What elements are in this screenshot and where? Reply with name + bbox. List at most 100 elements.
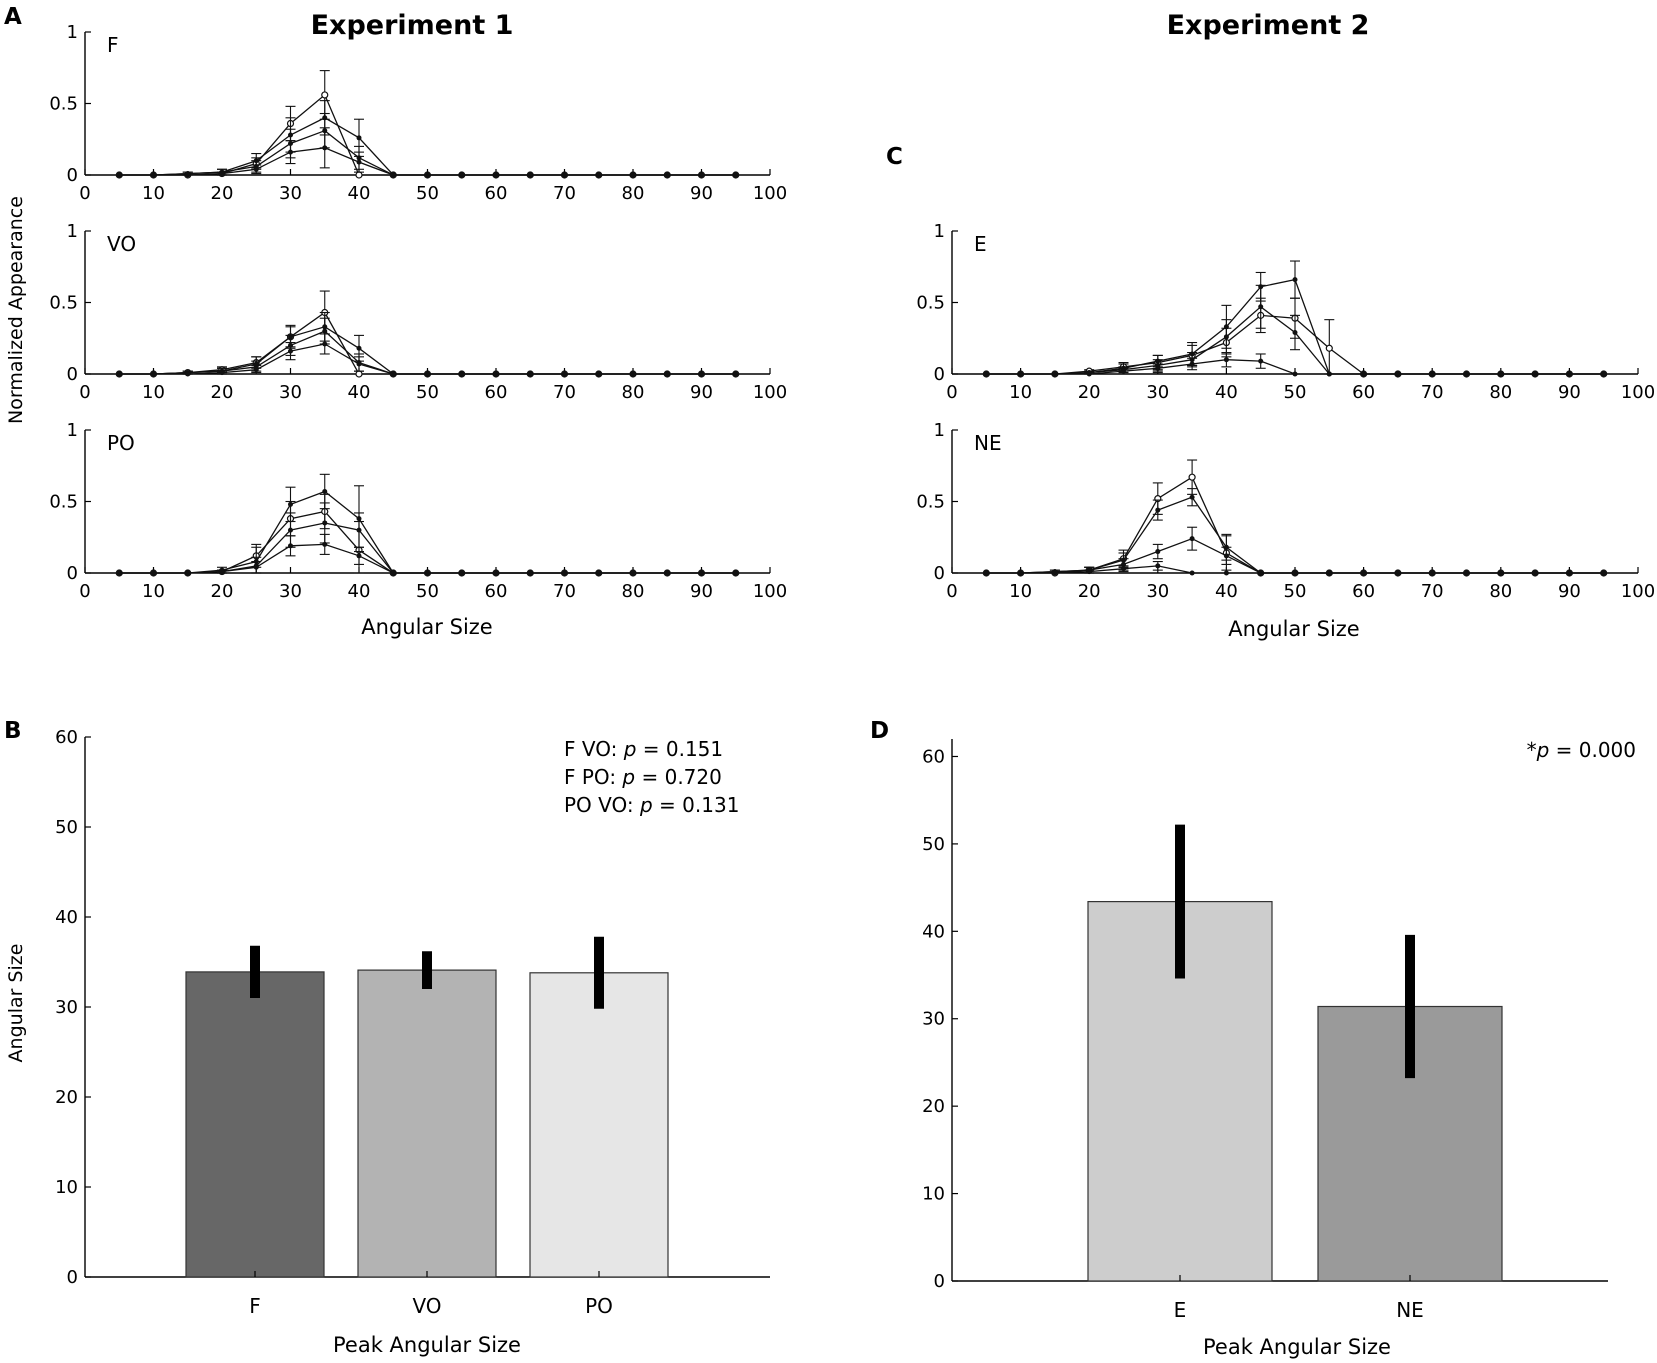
x-tick-label: 100 <box>753 183 787 204</box>
x-tick-label: 70 <box>553 183 576 204</box>
y-tick-label: 60 <box>55 727 78 748</box>
x-tick-label: 50 <box>1284 581 1307 602</box>
data-point <box>1258 570 1264 576</box>
data-point <box>288 527 293 533</box>
data-point <box>1498 570 1504 576</box>
x-tick-label: 50 <box>1284 382 1307 403</box>
x-tick-label: 0 <box>79 581 90 602</box>
data-point <box>322 520 328 526</box>
data-point <box>253 367 259 373</box>
data-point <box>527 570 533 576</box>
bar-f <box>185 971 325 1278</box>
data-point <box>185 172 191 178</box>
data-point <box>562 371 567 377</box>
data-point <box>1086 569 1092 575</box>
line-plot-ne: 0 10 20 30 40 50 60 70 80 90 100 0 0.5 1 NE <box>916 420 1655 602</box>
x-tick-label: 40 <box>348 183 371 204</box>
x-tick-label: 80 <box>622 183 645 204</box>
data-point <box>322 341 328 347</box>
data-point <box>1189 570 1195 576</box>
x-tick-label: 10 <box>142 581 165 602</box>
y-tick-label: 0 <box>934 1271 945 1292</box>
data-point <box>322 145 328 151</box>
series-line-s3 <box>119 330 736 375</box>
data-point <box>116 371 122 377</box>
y-tick-label: 0.5 <box>916 293 945 314</box>
data-point <box>356 527 362 533</box>
y-tick-label: 40 <box>55 907 78 928</box>
line-plot-f: 0 10 20 30 40 50 60 70 80 90 100 0 0.5 1 F <box>49 22 787 204</box>
data-point <box>1086 371 1092 377</box>
annotation-value: = 0.720 <box>635 765 722 789</box>
data-point <box>1189 536 1195 542</box>
x-tick-label: 40 <box>348 581 371 602</box>
panel-letter-c: C <box>886 144 903 170</box>
series-line-s2 <box>986 496 1604 574</box>
category-label-po: PO <box>585 1294 613 1318</box>
y-axis-label-angular-size: Angular Size <box>5 944 27 1063</box>
data-point <box>1018 570 1024 576</box>
x-tick-label: 100 <box>1621 581 1655 602</box>
data-point <box>355 370 363 378</box>
data-point <box>1361 570 1367 576</box>
data-point <box>288 501 293 507</box>
x-axis-label-peak-angular-size-b: Peak Angular Size <box>333 1333 521 1357</box>
data-point <box>1258 304 1264 310</box>
panel-letter-a: A <box>4 4 22 30</box>
y-tick-label: 40 <box>922 921 945 942</box>
y-tick-label: 0 <box>67 364 78 385</box>
x-tick-label: 50 <box>416 581 439 602</box>
data-point <box>1223 357 1229 363</box>
x-tick-label: 40 <box>348 382 371 403</box>
data-point <box>390 172 396 178</box>
data-point <box>733 172 739 178</box>
data-point <box>253 166 259 172</box>
category-label-e: E <box>1174 1298 1187 1322</box>
p-value-annotation: F PO: p = 0.720 <box>564 765 722 789</box>
x-tick-label: 20 <box>1078 581 1101 602</box>
data-point <box>185 371 191 377</box>
p-value-annotation: *p = 0.000 <box>1527 738 1636 762</box>
data-point <box>1292 570 1298 576</box>
data-point <box>1532 371 1538 377</box>
x-tick-label: 0 <box>946 581 957 602</box>
data-point <box>321 91 329 99</box>
series-line-s1 <box>119 311 736 375</box>
x-tick-label: 90 <box>1558 382 1581 403</box>
data-point <box>1361 371 1367 377</box>
panel-letter-b: B <box>4 718 22 744</box>
x-tick-label: 0 <box>79 382 90 403</box>
x-tick-label: 80 <box>1489 581 1512 602</box>
data-point <box>1566 570 1572 576</box>
category-label-ne: NE <box>1396 1298 1424 1322</box>
x-tick-label: 100 <box>753 581 787 602</box>
data-point <box>1155 365 1161 371</box>
data-point <box>1223 334 1229 340</box>
data-point <box>1258 358 1264 364</box>
x-tick-label: 40 <box>1215 581 1238 602</box>
annotation-prefix: * <box>1527 738 1537 762</box>
annotation-prefix: PO VO: <box>564 793 640 817</box>
data-point <box>983 570 989 576</box>
series-line-s1 <box>119 93 736 176</box>
x-tick-label: 100 <box>753 382 787 403</box>
data-point <box>733 371 739 377</box>
category-label-f: F <box>249 1294 261 1318</box>
data-point <box>151 172 156 178</box>
y-tick-label: 0 <box>67 1267 78 1288</box>
line-plot-po: 0 10 20 30 40 50 60 70 80 90 100 0 0.5 1 PO <box>49 420 787 602</box>
data-point <box>356 361 362 367</box>
data-point <box>699 371 704 377</box>
series-line-s2 <box>119 117 736 176</box>
experiment-1-title: Experiment 1 <box>311 10 514 41</box>
data-point <box>1189 361 1195 367</box>
data-point <box>1189 494 1195 500</box>
x-tick-label: 10 <box>1009 581 1032 602</box>
y-tick-label: 50 <box>55 817 78 838</box>
x-tick-label: 90 <box>690 581 713 602</box>
y-tick-label: 1 <box>67 221 78 242</box>
y-tick-label: 50 <box>922 834 945 855</box>
y-tick-label: 0 <box>934 364 945 385</box>
subplot-label: F <box>107 33 119 57</box>
data-point <box>356 553 362 559</box>
